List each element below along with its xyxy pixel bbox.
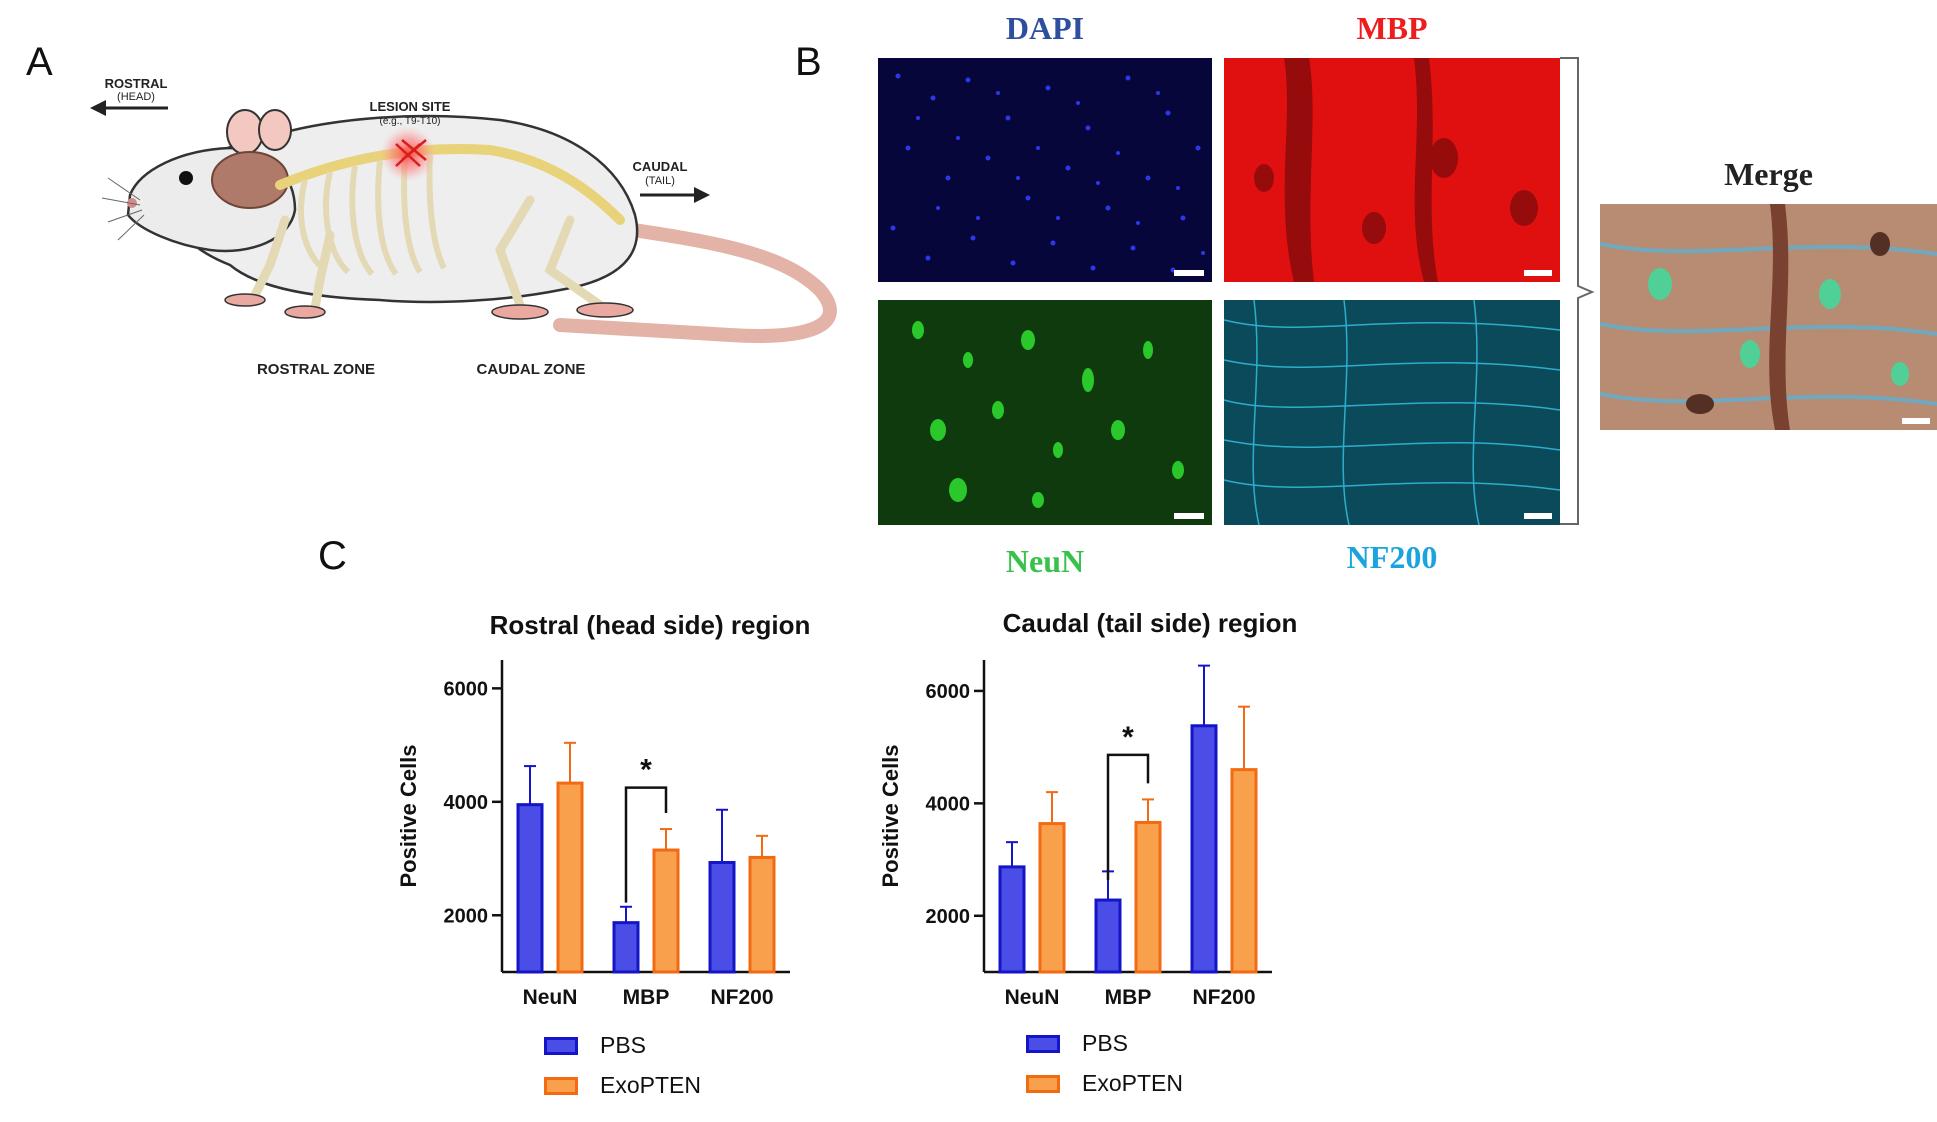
bar-pbs-neun — [998, 865, 1026, 974]
significance-bracket — [1106, 753, 1150, 881]
legend-label-pbs: PBS — [600, 1032, 647, 1058]
bar-exopten-neun — [556, 781, 584, 974]
rat-ear — [258, 109, 292, 151]
rostral-label: ROSTRAL — [105, 76, 168, 91]
panel-label-a: A — [26, 40, 53, 84]
nf200-image — [1224, 300, 1560, 525]
x-tick-label: NeuN — [1005, 986, 1060, 1009]
dapi-image — [878, 58, 1212, 282]
mbp-image — [1224, 58, 1560, 282]
y-tick-label: 2000 — [926, 906, 971, 928]
bar-exopten-nf200 — [748, 855, 776, 974]
significance-star: * — [1122, 721, 1134, 754]
chart-title-rostral: Rostral (head side) region — [489, 610, 811, 640]
spinal-cord — [275, 144, 625, 225]
x-tick-label: MBP — [623, 986, 670, 1009]
lesion-sublabel: (e.g., T9-T10) — [380, 116, 441, 127]
rat-illustration: ROSTRAL (HEAD) LESION SITE (e.g., T9-T10… — [90, 76, 837, 378]
y-tick-label: 4000 — [444, 792, 489, 814]
neun-image — [878, 300, 1212, 525]
legend-swatch-pbs — [544, 1036, 578, 1055]
caudal-zone-label: CAUDAL ZONE — [477, 361, 586, 378]
legend-label-exopten: ExoPTEN — [1082, 1070, 1183, 1096]
legend-pbs-rostral: PBS — [544, 1032, 646, 1059]
legend-pbs-caudal: PBS — [1026, 1030, 1128, 1057]
bracket — [1560, 57, 1595, 525]
y-tick-label: 2000 — [444, 905, 489, 927]
rat-eye — [179, 171, 193, 185]
bar-pbs-nf200 — [1190, 724, 1218, 974]
rostral-zone-label: ROSTRAL ZONE — [257, 361, 375, 378]
chart-title-caudal: Caudal (tail side) region — [1002, 608, 1298, 638]
x-tick-label: NF200 — [1192, 986, 1255, 1009]
dapi-label: DAPI — [1005, 10, 1085, 46]
bar-exopten-nf200 — [1230, 768, 1258, 974]
mbp-label: MBP — [1356, 10, 1428, 46]
legend-label-exopten: ExoPTEN — [600, 1072, 701, 1098]
bar-pbs-nf200 — [708, 861, 736, 974]
caudal-label: CAUDAL — [633, 159, 688, 174]
bar-pbs-neun — [516, 803, 544, 974]
y-tick-label: 6000 — [926, 681, 971, 703]
legend-swatch-pbs — [1026, 1034, 1060, 1053]
merge-image — [1600, 204, 1937, 430]
whiskers — [101, 177, 145, 241]
y-axis-label: Positive Cells — [878, 744, 903, 887]
rat-ear — [226, 109, 264, 155]
lesion-label: LESION SITE — [370, 99, 451, 114]
panel-label-b: B — [795, 40, 822, 84]
legend-exopten-rostral: ExoPTEN — [544, 1072, 701, 1099]
limbs — [250, 195, 605, 313]
bar-exopten-neun — [1038, 822, 1066, 974]
brain — [211, 151, 289, 209]
rostral-sublabel: (HEAD) — [117, 91, 155, 103]
y-tick-label: 6000 — [444, 678, 489, 700]
legend-label-pbs: PBS — [1082, 1030, 1129, 1056]
bar-exopten-mbp — [1134, 820, 1162, 974]
lesion-mark — [395, 139, 427, 167]
caudal-arrow — [640, 187, 710, 203]
merge-label: Merge — [1724, 156, 1813, 192]
y-axis-label: Positive Cells — [396, 744, 421, 887]
paws — [224, 293, 634, 320]
bar-pbs-mbp — [1094, 898, 1122, 974]
rat-nose — [127, 198, 137, 208]
x-tick-label: MBP — [1105, 986, 1152, 1009]
rostral-arrow — [90, 100, 168, 116]
tail — [553, 218, 837, 343]
legend-swatch-exopten — [544, 1076, 578, 1095]
legend-exopten-caudal: ExoPTEN — [1026, 1070, 1183, 1097]
bar-pbs-mbp — [612, 921, 640, 974]
x-tick-label: NeuN — [523, 986, 578, 1009]
neun-label: NeuN — [1005, 543, 1085, 579]
significance-star: * — [640, 754, 652, 787]
nf200-label: NF200 — [1346, 539, 1438, 575]
chart-caudal: Positive Cells 2000 4000 6000 NeuN MBP * NF200 — [878, 660, 1272, 1009]
caudal-sublabel: (TAIL) — [645, 175, 675, 187]
legend-swatch-exopten — [1026, 1074, 1060, 1093]
panel-label-c: C — [318, 534, 347, 578]
significance-bracket — [624, 786, 668, 903]
chart-rostral: Positive Cells 2000 4000 6000 NeuN MBP * NF200 — [396, 660, 790, 1009]
x-tick-label: NF200 — [710, 986, 773, 1009]
y-tick-label: 4000 — [926, 793, 971, 815]
bar-exopten-mbp — [652, 848, 680, 974]
